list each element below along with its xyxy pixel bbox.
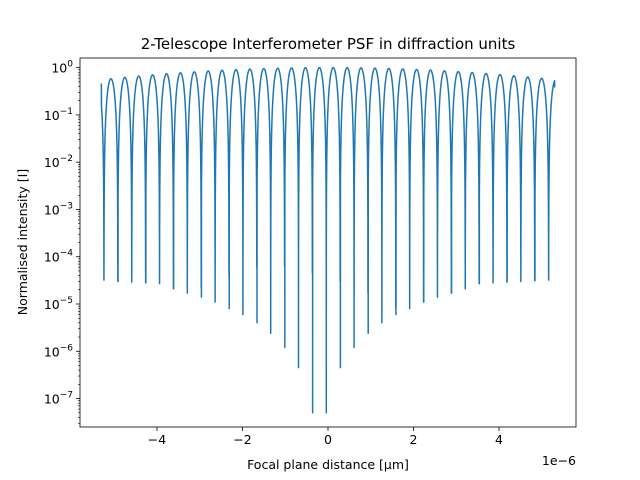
- psf-series-line: [100, 66, 556, 414]
- x-axis-offset-text: 1e−6: [542, 453, 576, 468]
- x-tick-label: −2: [233, 432, 251, 447]
- x-axis-label: Focal plane distance [μm]: [247, 457, 409, 472]
- x-tick-label: 2: [410, 432, 418, 447]
- x-tick-label: −4: [148, 432, 166, 447]
- series-layer: [100, 66, 556, 414]
- x-tick-label: 0: [324, 432, 332, 447]
- x-axis-ticks: −4 −2 0 2 4: [148, 427, 503, 447]
- x-tick-label: 4: [495, 432, 503, 447]
- y-axis-label: Normalised intensity [I]: [15, 169, 30, 315]
- chart-title: 2-Telescope Interferometer PSF in diffra…: [141, 35, 516, 53]
